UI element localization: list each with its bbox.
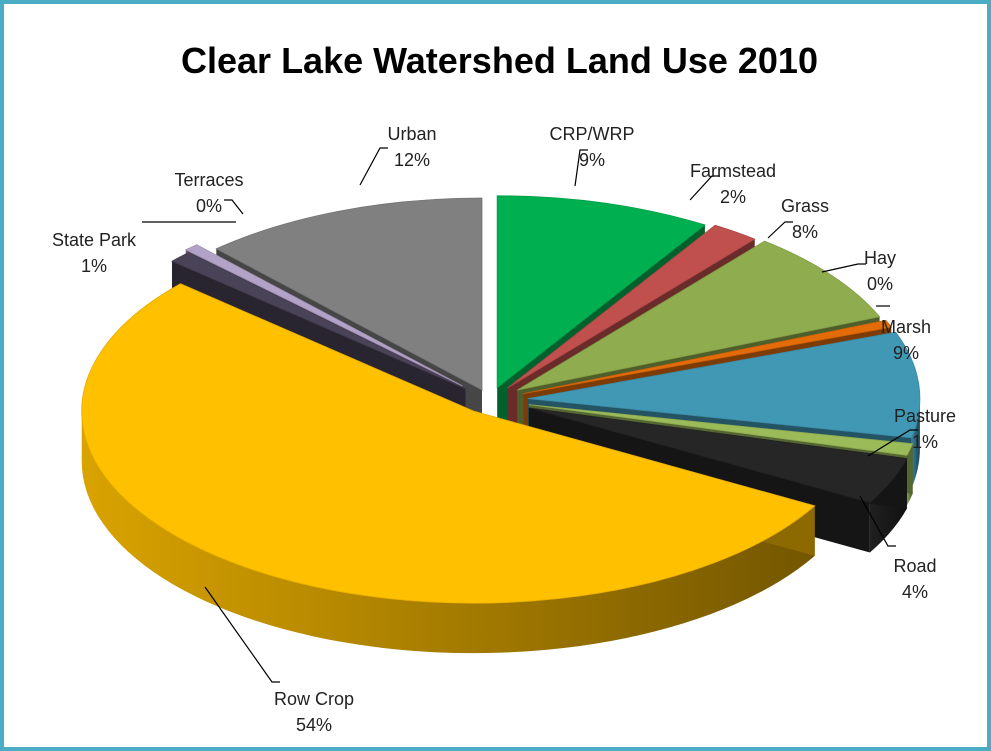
label-value-marsh: 9% [893, 343, 919, 363]
label-value-crp-wrp: 9% [579, 150, 605, 170]
slice-side-marsh [911, 398, 920, 488]
label-name-terraces: Terraces [174, 170, 243, 190]
slice-pasture [528, 404, 914, 456]
label-value-hay: 0% [867, 274, 893, 294]
pie-labels: CRP/WRP 9% Farmstead 2% Grass 8% Hay 0% Marsh 9% P… [52, 124, 956, 735]
label-name-road: Road [893, 556, 936, 576]
leader-line-terraces [224, 199, 244, 215]
leader-line-pasture [867, 429, 918, 457]
slice-crp-wrp [496, 195, 706, 389]
label-name-row-crop: Row Crop [274, 689, 354, 709]
slice-urban [215, 197, 483, 391]
label-value-terraces: 0% [196, 196, 222, 216]
slice-state-park [171, 252, 466, 389]
label-name-urban: Urban [387, 124, 436, 144]
label-value-row-crop: 54% [296, 715, 332, 735]
label-name-marsh: Marsh [881, 317, 931, 337]
slice-farmstead [507, 224, 756, 389]
label-name-state-park: State Park [52, 230, 137, 250]
label-value-pasture: 1% [912, 432, 938, 452]
slice-hay [523, 319, 893, 394]
slice-terraces [184, 244, 463, 387]
leader-line-urban [359, 147, 388, 186]
label-value-urban: 12% [394, 150, 430, 170]
leader-line-row-crop [204, 586, 280, 683]
label-name-crp-wrp: CRP/WRP [550, 124, 635, 144]
leader-line-hay [821, 263, 866, 273]
label-value-road: 4% [902, 582, 928, 602]
label-value-grass: 8% [792, 222, 818, 242]
label-value-state-park: 1% [81, 256, 107, 276]
slice-row-crop [81, 283, 816, 604]
leader-line-crp-wrp [574, 149, 588, 187]
leader-line-road [859, 495, 896, 547]
slice-road [528, 407, 908, 503]
leader-line-farmstead [689, 175, 720, 201]
label-name-grass: Grass [781, 196, 829, 216]
label-name-pasture: Pasture [894, 406, 956, 426]
label-name-farmstead: Farmstead [690, 161, 776, 181]
pie-tops [81, 195, 921, 604]
slice-side-row-crop [81, 411, 815, 654]
label-name-hay: Hay [864, 248, 896, 268]
chart-title: Clear Lake Watershed Land Use 2010 [181, 40, 818, 81]
leader-line-grass [767, 221, 793, 239]
slice-grass [517, 240, 881, 391]
label-value-farmstead: 2% [720, 187, 746, 207]
